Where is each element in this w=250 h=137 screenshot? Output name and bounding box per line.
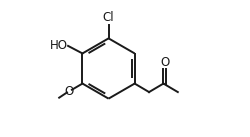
Text: HO: HO [50,39,68,52]
Text: O: O [65,85,74,98]
Text: Cl: Cl [103,11,114,24]
Text: O: O [160,55,170,68]
